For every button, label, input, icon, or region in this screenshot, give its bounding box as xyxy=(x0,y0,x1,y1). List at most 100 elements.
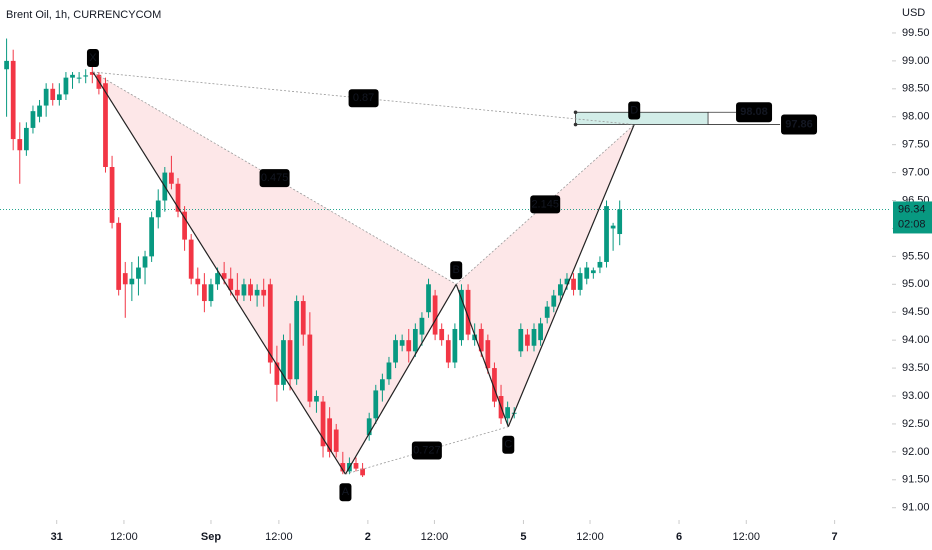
ratio-label: 0.475 xyxy=(261,172,289,184)
y-tick-label: 99.50 xyxy=(902,27,930,39)
chart-title: Brent Oil, 1h, CURRENCYCOM xyxy=(6,9,161,21)
x-tick-label: 2 xyxy=(365,531,371,543)
candle-body xyxy=(366,418,372,436)
candle-body xyxy=(195,278,201,285)
point-label-box xyxy=(86,49,99,68)
candle-body xyxy=(50,88,56,100)
candle-body xyxy=(478,328,484,352)
candle-body xyxy=(122,273,128,285)
x-tick-label: 12:00 xyxy=(421,531,449,543)
candle-body xyxy=(169,172,174,184)
candle-body xyxy=(70,74,75,78)
candle-body xyxy=(551,295,557,307)
candle-body xyxy=(399,340,405,346)
candle-body xyxy=(248,284,253,296)
candle-body xyxy=(564,278,570,285)
candle-body xyxy=(76,77,82,79)
candle-body xyxy=(281,340,286,385)
candle-body xyxy=(472,334,478,341)
candle-body xyxy=(439,328,445,341)
candle-body xyxy=(617,209,623,235)
candle-body xyxy=(267,284,273,363)
candle-body xyxy=(83,75,89,77)
candle-body xyxy=(314,396,319,402)
candle-body xyxy=(412,328,418,352)
candle-body xyxy=(215,273,220,285)
y-tick-label: 92.50 xyxy=(902,418,930,430)
candle-body xyxy=(492,368,497,402)
candle-body xyxy=(142,256,148,268)
y-tick-label: 91.50 xyxy=(902,474,930,486)
y-tick-label: 95.50 xyxy=(902,250,930,262)
x-tick-label: 12:00 xyxy=(265,531,293,543)
candle-body xyxy=(261,289,267,296)
candle-body xyxy=(307,334,313,402)
candle-body xyxy=(300,301,306,335)
point-label-box xyxy=(339,483,352,502)
target-label: 98.08 xyxy=(740,106,768,118)
candle-body xyxy=(538,323,543,341)
candle-body xyxy=(485,340,491,369)
candle-body xyxy=(327,418,333,452)
pattern-leg xyxy=(455,284,509,427)
x-tick-label: 12:00 xyxy=(733,531,761,543)
candle-body xyxy=(531,328,537,346)
x-tick-label: Sep xyxy=(201,531,221,543)
y-tick-label: 98.50 xyxy=(902,83,930,95)
candle-body xyxy=(129,278,135,285)
point-label-box xyxy=(628,101,641,120)
candle-body xyxy=(103,83,108,168)
candle-body xyxy=(136,267,141,279)
candle-body xyxy=(386,362,392,380)
ratio-label: 0.727 xyxy=(413,444,441,456)
target-handle xyxy=(573,110,578,115)
y-tick-label: 92.00 xyxy=(902,446,930,458)
x-tick-label: 31 xyxy=(51,531,63,543)
candle-body xyxy=(379,379,385,391)
point-label: A xyxy=(342,486,350,498)
candle-body xyxy=(571,278,576,290)
point-label-box xyxy=(502,435,515,454)
candle-body xyxy=(287,340,293,380)
y-tick-label: 93.50 xyxy=(902,362,930,374)
y-tick-label: 91.00 xyxy=(902,502,930,514)
candle-body xyxy=(37,105,42,117)
point-label: B xyxy=(453,264,460,276)
candle-body xyxy=(584,267,590,279)
candle-body xyxy=(149,217,155,257)
y-tick-label: 94.00 xyxy=(902,334,930,346)
candle-body xyxy=(333,429,339,452)
target-label-box xyxy=(736,102,773,123)
ratio-label-box xyxy=(348,89,379,108)
candle-body xyxy=(188,239,194,279)
candle-body xyxy=(610,225,616,229)
candle-body xyxy=(419,317,425,335)
y-tick-label: 94.50 xyxy=(902,306,930,318)
candle-body xyxy=(320,401,326,447)
target-handle xyxy=(573,122,578,127)
candle-body xyxy=(254,289,260,296)
point-label: C xyxy=(504,439,512,451)
candle-body xyxy=(155,200,161,218)
point-label: X xyxy=(89,52,97,64)
y-tick-label: 97.50 xyxy=(902,139,930,151)
target-label: 97.86 xyxy=(785,118,813,130)
candle-body xyxy=(201,284,207,302)
candle-body xyxy=(557,284,563,296)
x-tick-label: 12:00 xyxy=(576,531,604,543)
y-tick-label: 93.00 xyxy=(902,390,930,402)
candle-body xyxy=(452,328,458,363)
candle-body xyxy=(234,289,240,296)
ratio-label-box xyxy=(411,441,442,460)
ratio-label-box xyxy=(259,169,290,188)
y-tick-label: 97.00 xyxy=(902,166,930,178)
x-tick-label: 6 xyxy=(676,531,682,543)
candle-body xyxy=(525,334,530,346)
pattern-leg xyxy=(344,283,457,475)
candle-body xyxy=(465,289,471,335)
point-label: D xyxy=(630,104,638,116)
y-tick-label: 98.00 xyxy=(902,111,930,123)
candle-body xyxy=(459,289,464,341)
candle-body xyxy=(109,167,115,223)
